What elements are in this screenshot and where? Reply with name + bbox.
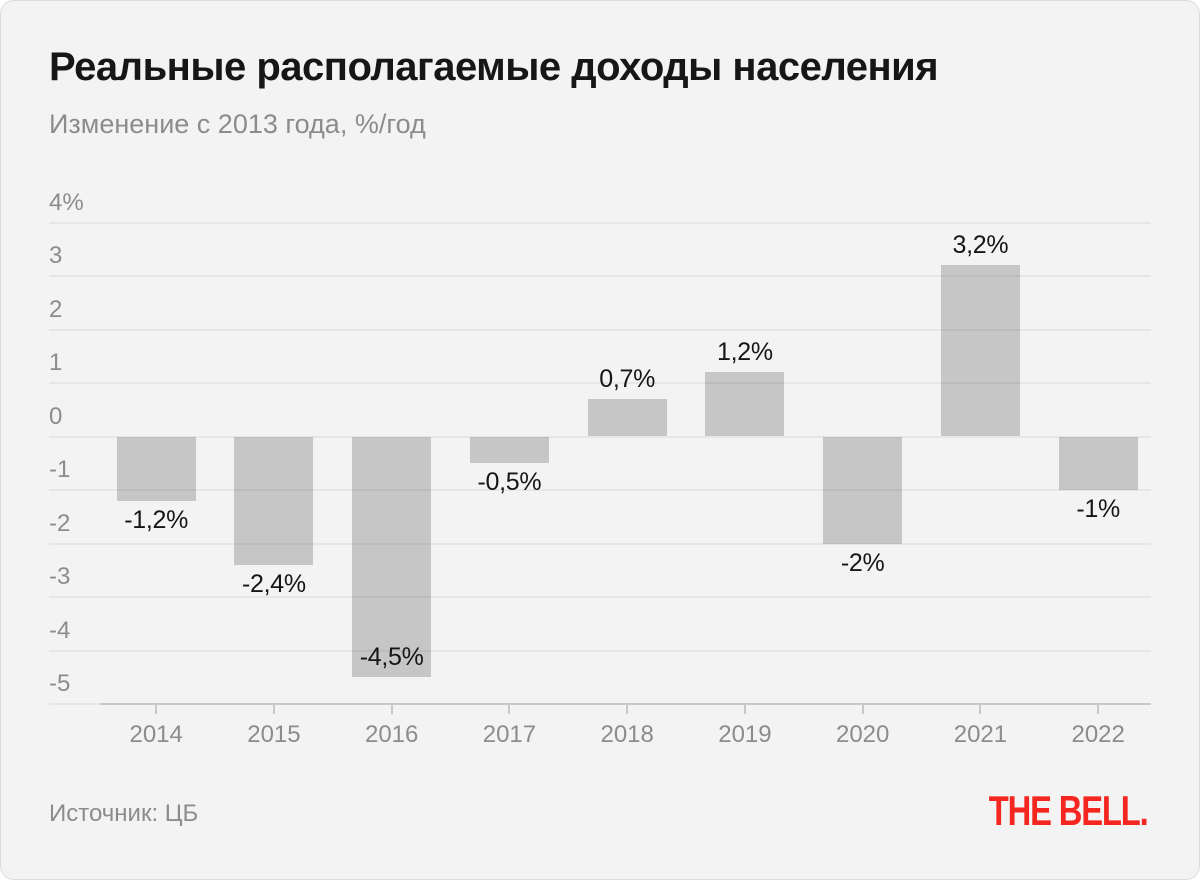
bar-2014 (116, 436, 196, 501)
y-tick-label--3: -3 (49, 563, 71, 590)
gridline-4 (49, 221, 1151, 224)
y-tick-label-4: 4% (49, 188, 84, 216)
x-tick-label-2021: 2021 (953, 721, 1008, 748)
gridline--1 (49, 489, 1151, 491)
bar-value-label-2014: -1,2% (124, 505, 189, 534)
x-tick-label-2018: 2018 (600, 721, 654, 748)
y-tick-label-1: 1 (49, 349, 63, 376)
x-tick-2014 (155, 705, 158, 714)
bar-value-label-2021: 3,2% (952, 231, 1009, 260)
x-tick-label-2014: 2014 (129, 721, 183, 748)
x-tick-2020 (861, 705, 864, 714)
bar-2016 (352, 436, 432, 678)
y-tick-label--5: -5 (49, 670, 71, 697)
chart-subtitle: Изменение с 2013 года, %/год (49, 109, 426, 139)
x-tick-label-2015: 2015 (247, 721, 301, 748)
bar-2015 (234, 436, 314, 565)
bar-value-label-2016: -4,5% (359, 643, 424, 672)
y-tick-label-0: 0 (49, 402, 63, 430)
bar-value-label-2017: -0,5% (477, 468, 542, 497)
y-tick-label--4: -4 (49, 616, 71, 644)
y-tick-label--2: -2 (49, 509, 71, 537)
gridline--3 (49, 596, 1151, 598)
x-tick-2019 (743, 705, 746, 714)
y-tick-label-2: 2 (49, 295, 63, 323)
bar-2019 (705, 372, 785, 437)
x-tick-2015 (272, 705, 275, 714)
x-tick-label-2020: 2020 (835, 721, 890, 748)
bar-value-label-2015: -2,4% (242, 569, 306, 598)
gridline-1 (49, 382, 1151, 384)
x-tick-2017 (508, 705, 511, 714)
x-tick-2021 (979, 705, 982, 714)
bar-value-label-2018: 0,7% (599, 365, 656, 394)
gridline-2 (49, 328, 1151, 331)
x-tick-label-2016: 2016 (364, 721, 419, 748)
x-tick-label-2017: 2017 (482, 721, 537, 748)
bar-2020 (823, 436, 903, 544)
source-label: Источник: ЦБ (49, 800, 199, 827)
x-tick-2022 (1097, 705, 1100, 714)
bar-value-label-2020: -2% (840, 548, 885, 577)
bar-value-label-2019: 1,2% (717, 338, 773, 367)
y-tick-label--1: -1 (49, 456, 71, 483)
x-tick-2016 (390, 705, 393, 714)
x-tick-label-2022: 2022 (1071, 721, 1125, 748)
bar-value-label-2022: -1% (1076, 495, 1120, 523)
gridline-3 (49, 275, 1151, 277)
bar-2022 (1058, 436, 1138, 490)
bar-2017 (469, 436, 549, 464)
gridline-0 (49, 435, 1151, 438)
chart-title: Реальные располагаемые доходы населения (49, 45, 939, 89)
bar-2021 (940, 265, 1020, 437)
bar-2018 (587, 399, 667, 437)
y-tick-label-3: 3 (49, 242, 63, 269)
gridline--4 (49, 649, 1151, 652)
x-tick-label-2019: 2019 (718, 721, 772, 748)
x-tick-2018 (626, 705, 629, 714)
the-bell-logo: THE BELL. (988, 787, 1148, 834)
gridline--2 (49, 542, 1151, 545)
x-axis-line (100, 703, 1151, 705)
